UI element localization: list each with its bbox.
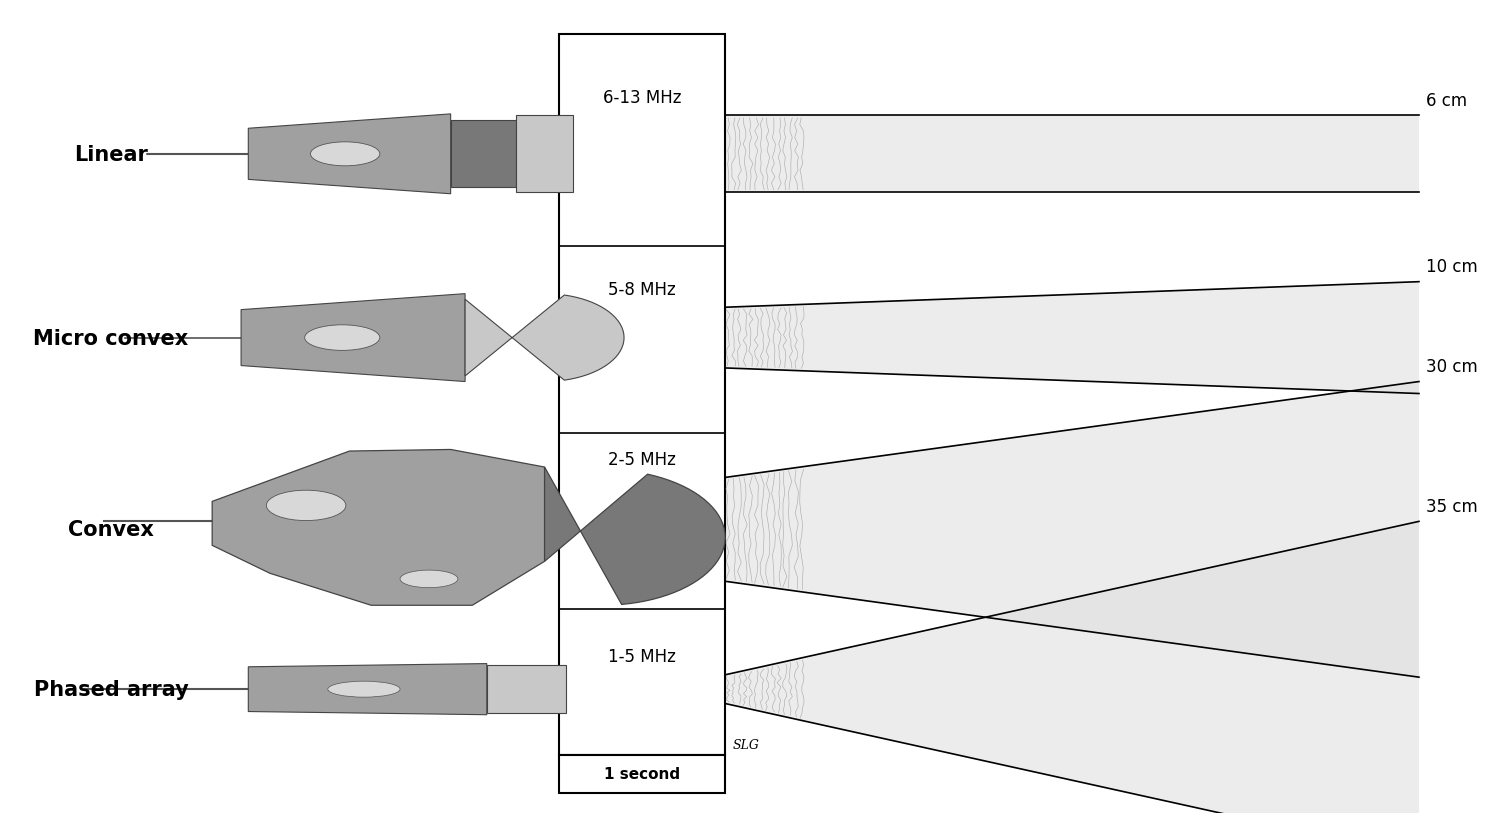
Text: 1-5 MHz: 1-5 MHz: [608, 647, 676, 666]
Polygon shape: [465, 296, 624, 381]
Polygon shape: [516, 116, 573, 193]
Text: 6 cm: 6 cm: [1426, 92, 1467, 110]
Bar: [560, 755, 724, 793]
Polygon shape: [242, 294, 465, 382]
Polygon shape: [544, 468, 724, 604]
Text: Phased array: Phased array: [33, 679, 189, 700]
Text: SLG: SLG: [732, 738, 759, 751]
Polygon shape: [724, 116, 1419, 193]
Text: Linear: Linear: [74, 145, 148, 165]
Polygon shape: [450, 121, 516, 188]
Ellipse shape: [400, 570, 457, 588]
Polygon shape: [488, 666, 567, 713]
Polygon shape: [724, 382, 1419, 677]
Ellipse shape: [267, 491, 346, 521]
Text: Convex: Convex: [68, 520, 154, 540]
Ellipse shape: [328, 681, 400, 697]
Polygon shape: [211, 450, 544, 605]
Ellipse shape: [304, 325, 380, 351]
Text: 30 cm: 30 cm: [1426, 358, 1478, 376]
Text: 5-8 MHz: 5-8 MHz: [609, 281, 676, 298]
Polygon shape: [724, 522, 1419, 828]
Text: 1 second: 1 second: [604, 767, 680, 782]
Polygon shape: [724, 282, 1419, 394]
Bar: [560, 35, 724, 755]
Text: Micro convex: Micro convex: [33, 328, 189, 349]
Ellipse shape: [310, 142, 380, 166]
Polygon shape: [249, 115, 450, 195]
Text: 35 cm: 35 cm: [1426, 498, 1478, 515]
Text: 2-5 MHz: 2-5 MHz: [608, 450, 676, 469]
Text: 10 cm: 10 cm: [1426, 258, 1478, 276]
Text: 6-13 MHz: 6-13 MHz: [603, 89, 681, 107]
Polygon shape: [249, 664, 488, 715]
